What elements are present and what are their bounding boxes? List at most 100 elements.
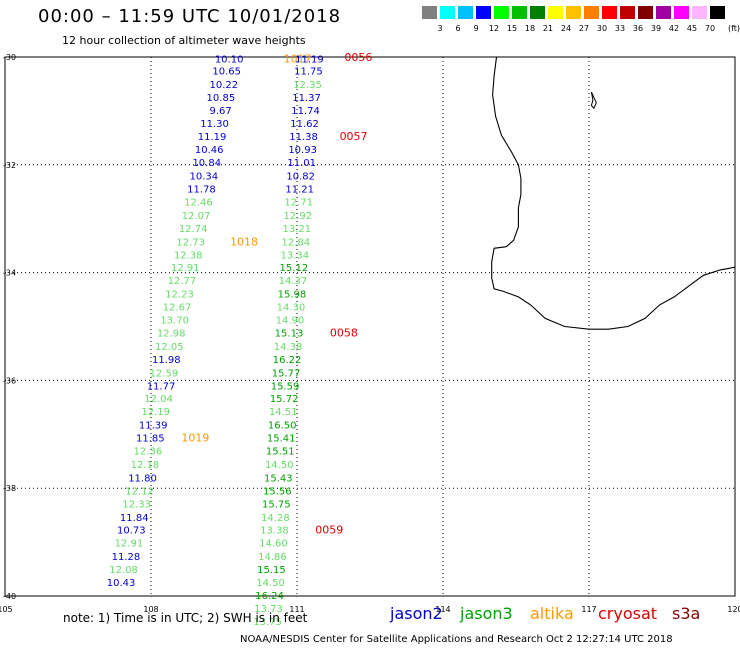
wave-height-label: 11.84 <box>120 513 149 524</box>
color-tick-label: 42 <box>668 24 680 33</box>
wave-height-label: 12.67 <box>163 303 192 314</box>
color-tick-label: 70 <box>704 24 716 33</box>
color-swatch <box>422 6 437 19</box>
color-tick-label: 33 <box>614 24 626 33</box>
color-swatch <box>458 6 473 19</box>
pass-time-label: 1018 <box>230 235 258 248</box>
chart-title: 00:00 – 11:59 UTC 10/01/2018 <box>38 6 342 27</box>
wave-height-label: 10.93 <box>288 145 317 156</box>
wave-height-label: 15.98 <box>278 290 307 301</box>
legend-cryosat: cryosat <box>598 604 658 623</box>
wave-height-label: 14.50 <box>256 578 285 589</box>
wave-height-label: 12.23 <box>165 290 194 301</box>
color-tick-label: 39 <box>650 24 662 33</box>
wave-height-label: 14.50 <box>265 460 294 471</box>
wave-height-label: 14.51 <box>269 407 298 418</box>
color-swatch <box>620 6 635 19</box>
wave-height-label: 12.46 <box>184 197 213 208</box>
wave-height-label: 14.38 <box>274 342 303 353</box>
lat-tick-label: -38 <box>3 484 16 493</box>
wave-height-label: 14.30 <box>277 303 306 314</box>
wave-height-label: 12.04 <box>144 394 173 405</box>
wave-height-label: 11.85 <box>136 434 165 445</box>
color-tick-label: 3 <box>437 24 443 33</box>
wave-height-label: 15.75 <box>262 499 291 510</box>
lat-tick-label: -34 <box>3 269 16 278</box>
wave-height-label: 10.46 <box>195 145 224 156</box>
color-swatch <box>674 6 689 19</box>
legend-jason3: jason3 <box>460 604 513 623</box>
footnote: note: 1) Time is in UTC; 2) SWH is in fe… <box>63 611 308 625</box>
credit-line: NOAA/NESDIS Center for Satellite Applica… <box>240 634 673 645</box>
wave-height-label: 15.41 <box>267 434 296 445</box>
wave-height-label: 11.37 <box>292 93 321 104</box>
wave-height-label: 10.84 <box>192 158 221 169</box>
wave-height-label: 12.36 <box>134 446 163 457</box>
lon-tick-label: 114 <box>435 605 450 614</box>
wave-height-label: 12.71 <box>284 197 313 208</box>
wave-height-label: 15.51 <box>266 446 295 457</box>
wave-height-label: 12.35 <box>293 80 322 91</box>
wave-height-label: 10.65 <box>212 66 241 77</box>
wave-height-label: 11.28 <box>112 552 141 563</box>
pass-time-label: 0059 <box>315 524 343 537</box>
wave-height-label: 14.90 <box>276 315 305 326</box>
wave-height-label: 11.30 <box>200 119 229 130</box>
wave-height-label: 11.75 <box>294 66 323 77</box>
wave-height-label: 13.34 <box>281 250 310 261</box>
wave-height-label: 12.33 <box>122 499 151 510</box>
lat-tick-label: -30 <box>3 53 16 62</box>
wave-height-label: 13.70 <box>160 315 189 326</box>
wave-height-label: 12.05 <box>155 342 184 353</box>
legend-altika: altika <box>530 604 574 623</box>
wave-height-label: 12.38 <box>174 250 203 261</box>
color-tick-label: 9 <box>473 24 479 33</box>
lon-tick-label: 105 <box>0 605 13 614</box>
lon-tick-label: 120 <box>727 605 740 614</box>
coastline <box>491 56 736 330</box>
lon-tick-label: 108 <box>143 605 158 614</box>
wave-height-label: 12.92 <box>283 211 312 222</box>
color-swatch <box>512 6 527 19</box>
pass-time-label: 1019 <box>181 432 209 445</box>
wave-height-label: 10.43 <box>107 578 136 589</box>
wave-height-label: 11.39 <box>139 421 168 432</box>
wave-height-label: 12.59 <box>150 368 179 379</box>
lon-tick-label: 111 <box>289 605 304 614</box>
color-swatch <box>530 6 545 19</box>
wave-height-label: 16.22 <box>273 355 302 366</box>
legend-s3a: s3a <box>672 604 701 623</box>
wave-height-label: 13.21 <box>282 224 311 235</box>
wave-height-label: 12.19 <box>141 407 170 418</box>
wave-height-label: 15.72 <box>270 394 299 405</box>
color-tick-label: 45 <box>686 24 698 33</box>
pass-time-label: 0058 <box>330 326 358 339</box>
wave-height-label: 10.22 <box>209 80 238 91</box>
map-frame <box>4 56 736 597</box>
legend-jason2: jason2 <box>390 604 443 623</box>
wave-height-label: 16.24 <box>255 591 284 602</box>
pass-time-label: 0057 <box>340 130 368 143</box>
lat-tick-label: -40 <box>3 592 16 601</box>
wave-height-label: 15.13 <box>275 328 304 339</box>
wave-height-label: 12.08 <box>109 565 138 576</box>
wave-height-label: 10.73 <box>117 526 146 537</box>
color-tick-label: 36 <box>632 24 644 33</box>
wave-height-label: 13.73 <box>254 604 283 615</box>
color-tick-label: 6 <box>455 24 461 33</box>
wave-height-label: 11.78 <box>187 185 216 196</box>
wave-height-label: 14.37 <box>279 276 308 287</box>
wave-height-label: 11.01 <box>287 158 316 169</box>
wave-height-label: 14.86 <box>258 552 287 563</box>
color-tick-label: 12 <box>488 24 500 33</box>
color-tick-label: 15 <box>506 24 518 33</box>
wave-height-label: 14.28 <box>261 513 290 524</box>
lat-tick-label: -32 <box>3 161 16 170</box>
lat-tick-label: -36 <box>3 376 16 385</box>
wave-height-label: 11.21 <box>285 185 314 196</box>
wave-height-label: 12.12 <box>125 486 154 497</box>
wave-height-label: 11.62 <box>290 119 319 130</box>
wave-height-label: 12.84 <box>281 237 310 248</box>
wave-height-label: 12.98 <box>157 328 186 339</box>
